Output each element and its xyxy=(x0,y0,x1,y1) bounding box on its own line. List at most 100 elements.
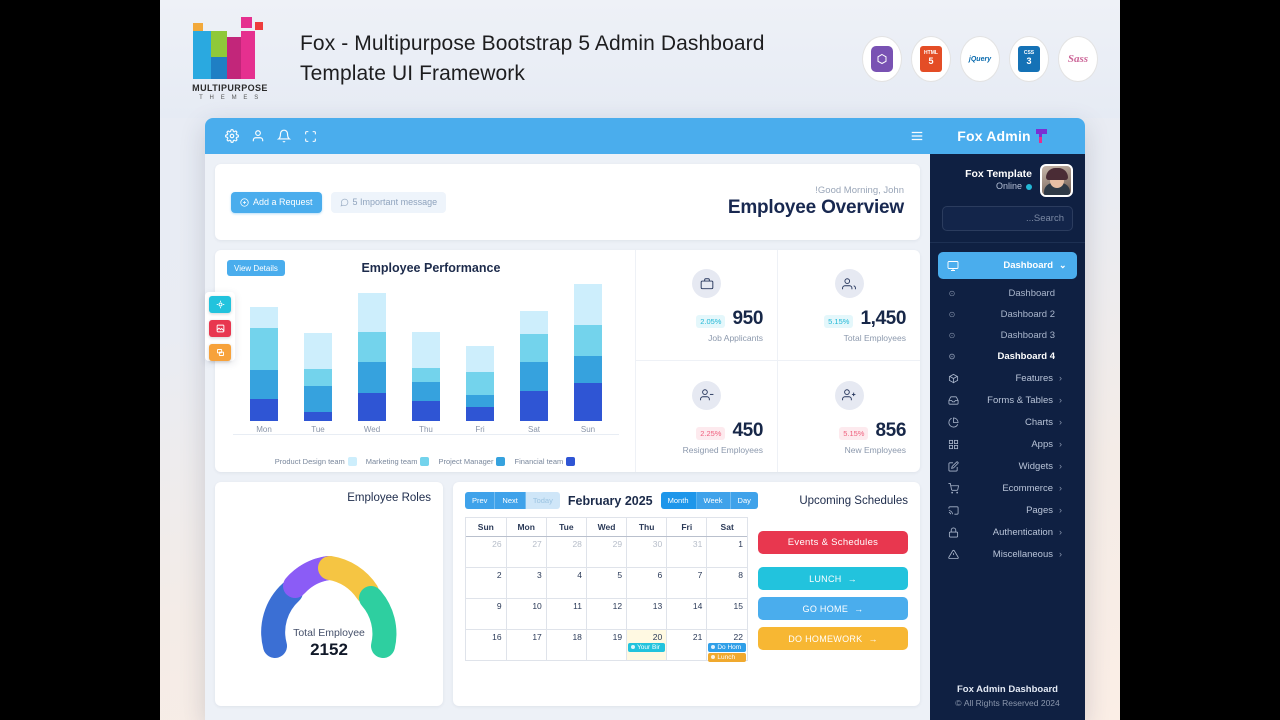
fullscreen-icon[interactable] xyxy=(297,123,323,149)
legend-item[interactable]: Product Design team xyxy=(275,457,357,466)
sidebar-item-ecommerce[interactable]: ‹ Ecommerce xyxy=(938,477,1077,499)
calendar-event[interactable]: Lunch xyxy=(708,652,746,662)
calendar-day-cell[interactable]: 14 xyxy=(666,598,708,630)
stacked-bar[interactable] xyxy=(574,284,602,421)
calendar-today-button[interactable]: Today xyxy=(525,492,560,509)
calendar-day-cell[interactable]: 8 xyxy=(706,567,747,599)
legend-item[interactable]: Marketing team xyxy=(366,457,430,466)
stat-card[interactable]: 2.05% 950 Job Applicants xyxy=(636,250,778,361)
stat-label: New Employees xyxy=(844,444,906,455)
important-message-button[interactable]: 5 Important message xyxy=(330,191,447,213)
stat-card[interactable]: 5.15% 1,450 Total Employees xyxy=(778,250,920,361)
theme-settings-tool[interactable] xyxy=(209,296,231,313)
sidebar-item-apps[interactable]: ‹ Apps xyxy=(938,433,1077,455)
calendar-event[interactable]: Do Hom xyxy=(708,642,746,652)
calendar-day-cell[interactable]: 15 xyxy=(706,598,747,630)
bar-column[interactable]: Tue xyxy=(291,284,345,434)
calendar-day-cell[interactable]: 9 xyxy=(466,598,507,630)
calendar-day-cell[interactable]: 12 xyxy=(586,598,628,630)
schedule-item-lunch[interactable]: LUNCH → xyxy=(758,567,908,590)
calendar-day-cell[interactable]: 22 Do Hom Lunch xyxy=(706,629,747,662)
calendar-next-button[interactable]: Next xyxy=(495,492,526,509)
calendar-day-cell[interactable]: 1 xyxy=(706,536,747,568)
stacked-bar[interactable] xyxy=(412,332,440,421)
calendar-day-cell[interactable]: 30 xyxy=(626,536,668,568)
calendar-day-number: 4 xyxy=(577,569,582,580)
calendar-day-number: 14 xyxy=(692,600,703,611)
calendar-day-cell[interactable]: 6 xyxy=(626,567,668,599)
calendar-event[interactable]: Your Bir xyxy=(628,642,666,652)
sidebar-item-dashboard[interactable]: ⌄ Dashboard xyxy=(938,252,1077,279)
stat-card[interactable]: 2.25% 450 Resigned Employees xyxy=(636,361,778,472)
stacked-bar[interactable] xyxy=(304,333,332,421)
bar-column[interactable]: Fri xyxy=(453,284,507,434)
calendar-day-cell[interactable]: 17 xyxy=(506,629,547,661)
sidebar-item-charts[interactable]: ‹ Charts xyxy=(938,411,1077,433)
calendar-day-cell[interactable]: 29 xyxy=(586,536,628,568)
stacked-bar[interactable] xyxy=(250,306,278,421)
bar-column[interactable]: Mon xyxy=(237,284,291,434)
calendar-day-cell[interactable]: 7 xyxy=(666,567,708,599)
calendar-prev-button[interactable]: Prev xyxy=(465,492,496,509)
stacked-bar[interactable] xyxy=(466,346,494,421)
sidebar-item-authentication[interactable]: ‹ Authentication xyxy=(938,521,1077,543)
stacked-bar[interactable] xyxy=(358,292,386,421)
bell-icon[interactable] xyxy=(271,123,297,149)
bar-column[interactable]: Thu xyxy=(399,284,453,434)
legend-item[interactable]: Project Manager xyxy=(438,457,506,466)
events-schedules-button[interactable]: Events & Schedules xyxy=(758,531,908,554)
calendar-day-cell[interactable]: 10 xyxy=(506,598,547,630)
bar-column[interactable]: Sun xyxy=(561,284,615,434)
alert-triangle-icon xyxy=(946,549,960,560)
calendar-view-month[interactable]: Month xyxy=(660,492,697,509)
sidebar-item-label: Charts xyxy=(1025,416,1053,428)
sidebar-subitem-dashboard[interactable]: Dashboard ⊙ xyxy=(938,283,1077,304)
sidebar-subitem-dashboard-3[interactable]: Dashboard 3 ⊙ xyxy=(938,325,1077,346)
sidebar-item-pages[interactable]: ‹ Pages xyxy=(938,499,1077,521)
view-details-button[interactable]: View Details xyxy=(227,260,285,276)
sidebar: Fox Template Online ⌄ Dashboard Dashboard ⊙… xyxy=(930,154,1085,720)
sidebar-user[interactable]: Fox Template Online xyxy=(930,154,1085,206)
calendar-day-cell[interactable]: 5 xyxy=(586,567,628,599)
calendar-day-cell[interactable]: 11 xyxy=(546,598,587,630)
sidebar-item-forms-tables[interactable]: ‹ Forms & Tables xyxy=(938,389,1077,411)
schedule-item-do-homework[interactable]: DO HOMEWORK → xyxy=(758,627,908,650)
calendar-day-cell[interactable]: 16 xyxy=(466,629,507,661)
calendar-day-cell[interactable]: 2 xyxy=(466,567,507,599)
calendar-view-week[interactable]: Week xyxy=(696,492,731,509)
calendar-view-day[interactable]: Day xyxy=(730,492,758,509)
stat-card[interactable]: 5.15% 856 New Employees xyxy=(778,361,920,472)
calendar-day-cell[interactable]: 27 xyxy=(506,536,547,568)
add-request-button[interactable]: Add a Request xyxy=(231,191,322,213)
calendar-day-cell[interactable]: 3 xyxy=(506,567,547,599)
sidebar-item-features[interactable]: ‹ Features xyxy=(938,367,1077,389)
calendar-day-cell[interactable]: 21 xyxy=(666,629,708,661)
gear-icon[interactable] xyxy=(219,123,245,149)
calendar-day-cell[interactable]: 13 xyxy=(626,598,668,630)
rtl-toggle-tool[interactable] xyxy=(209,320,231,337)
user-icon[interactable] xyxy=(245,123,271,149)
sidebar-subitem-dashboard-2[interactable]: Dashboard 2 ⊙ xyxy=(938,304,1077,325)
arrow-right-icon: → xyxy=(868,633,878,644)
schedule-item-go-home[interactable]: GO HOME → xyxy=(758,597,908,620)
bar-column[interactable]: Wed xyxy=(345,284,399,434)
brand-logo[interactable]: Fox Admin xyxy=(930,128,1075,144)
calendar-day-cell[interactable]: 18 xyxy=(546,629,587,661)
hamburger-icon[interactable] xyxy=(904,123,930,149)
calendar-day-cell[interactable]: 19 xyxy=(586,629,628,661)
calendar-grid[interactable]: Sun Mon Tue Wed Thu Fri Sat 26 27 28 29 30 31 1 2 3 4 5 6… xyxy=(465,517,748,662)
bar-column[interactable]: Sat xyxy=(507,284,561,434)
stacked-bar[interactable] xyxy=(520,310,548,421)
sidebar-search[interactable] xyxy=(932,206,1073,231)
calendar-day-cell[interactable]: 28 xyxy=(546,536,587,568)
calendar-day-cell[interactable]: 26 xyxy=(466,536,507,568)
calendar-day-cell[interactable]: 31 xyxy=(666,536,708,568)
calendar-day-cell[interactable]: 4 xyxy=(546,567,587,599)
layout-tool[interactable] xyxy=(209,344,231,361)
legend-item[interactable]: Financial team xyxy=(514,457,576,466)
sidebar-item-miscellaneous[interactable]: ‹ Miscellaneous xyxy=(938,543,1077,565)
search-input[interactable] xyxy=(932,213,1064,224)
sidebar-item-widgets[interactable]: ‹ Widgets xyxy=(938,455,1077,477)
calendar-day-cell[interactable]: 20 Your Bir xyxy=(626,629,668,661)
sidebar-subitem-dashboard-4[interactable]: Dashboard 4 ⊙ xyxy=(938,346,1077,367)
